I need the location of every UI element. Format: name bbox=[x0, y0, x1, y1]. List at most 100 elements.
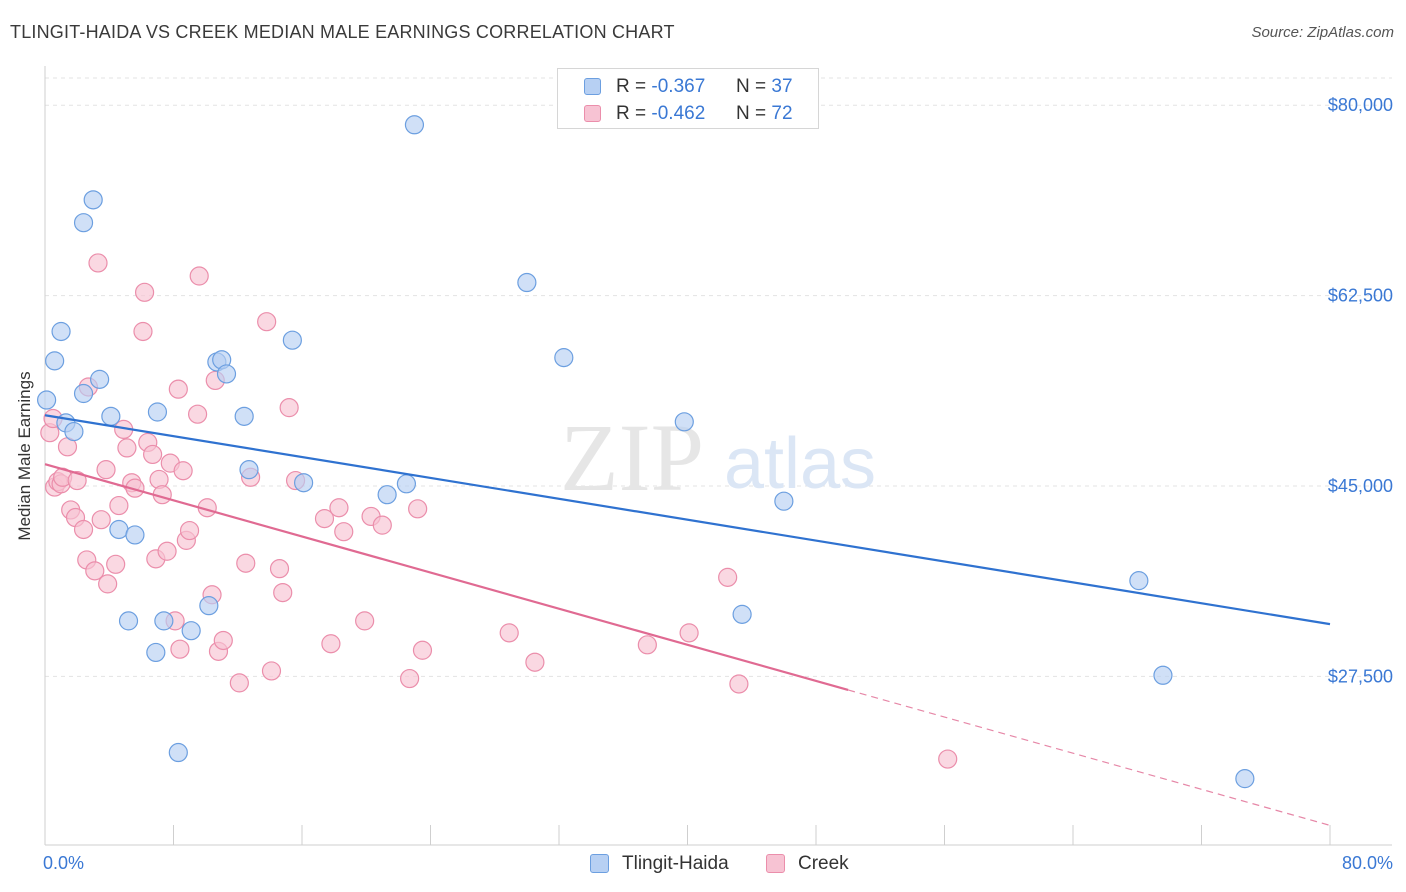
chart-title: TLINGIT-HAIDA VS CREEK MEDIAN MALE EARNI… bbox=[10, 22, 675, 42]
tlingit-haida-point bbox=[73, 383, 94, 404]
n-label: N = bbox=[736, 103, 767, 124]
creek-point bbox=[143, 444, 163, 465]
x-tick-labels: 0.0% 80.0% bbox=[43, 853, 1393, 873]
creek-point bbox=[133, 321, 153, 342]
tlingit-haida-point bbox=[216, 364, 237, 384]
y-tick-label: $45,000 bbox=[1328, 476, 1393, 496]
creek-point bbox=[729, 674, 749, 694]
legend-row-tlingit-haida: R = -0.367 N = 37 bbox=[558, 74, 818, 100]
creek-point bbox=[213, 630, 233, 651]
tlingit-haida-point bbox=[147, 402, 168, 422]
r-value: -0.462 bbox=[651, 103, 706, 124]
tlingit-haida-point bbox=[517, 272, 537, 293]
tlingit-haida-point bbox=[37, 390, 57, 410]
creek-point bbox=[170, 639, 190, 659]
axes bbox=[44, 66, 1392, 846]
legend-row-creek: R = -0.462 N = 72 bbox=[558, 101, 818, 127]
trend-line-solid bbox=[44, 463, 849, 692]
creek-point bbox=[718, 567, 738, 587]
tlingit-haida-point bbox=[51, 321, 71, 342]
creek-point bbox=[236, 553, 256, 573]
creek-point bbox=[91, 510, 111, 530]
r-label: R = bbox=[616, 76, 647, 97]
tlingit-haida-points bbox=[37, 115, 1255, 789]
legend-label: Tlingit-Haida bbox=[622, 853, 729, 874]
tlingit-haida-point bbox=[199, 596, 219, 616]
trend-lines bbox=[44, 414, 1331, 826]
creek-point bbox=[189, 266, 209, 286]
creek-point bbox=[125, 478, 145, 498]
r-label: R = bbox=[616, 103, 647, 124]
creek-point bbox=[372, 515, 392, 535]
creek-point bbox=[229, 673, 249, 693]
tlingit-haida-point bbox=[73, 213, 94, 233]
legend-label: Creek bbox=[798, 853, 849, 874]
tlingit-haida-point bbox=[90, 369, 110, 389]
trend-line-solid bbox=[44, 414, 1331, 626]
tlingit-haida-point bbox=[45, 351, 65, 371]
correlation-legend: R = -0.367 N = 37 R = -0.462 N = 72 bbox=[557, 68, 819, 129]
tlingit-haida-point bbox=[154, 611, 174, 631]
creek-point bbox=[314, 509, 335, 529]
y-tick-label: $80,000 bbox=[1328, 95, 1393, 115]
tlingit-haida-point bbox=[168, 742, 188, 763]
tlingit-haida-point bbox=[64, 421, 84, 442]
tlingit-haida-point bbox=[674, 412, 694, 432]
creek-point bbox=[412, 640, 433, 660]
y-axis-label: Median Male Earnings bbox=[15, 371, 34, 540]
legend-swatch-blue bbox=[584, 78, 601, 95]
creek-point bbox=[355, 611, 375, 631]
tlingit-haida-point bbox=[234, 406, 254, 426]
creek-point bbox=[168, 379, 188, 399]
trend-line-dashed bbox=[847, 689, 1331, 826]
n-value: 72 bbox=[771, 103, 793, 124]
creek-point bbox=[321, 634, 341, 654]
creek-point bbox=[499, 623, 519, 643]
creek-point bbox=[400, 668, 420, 689]
tlingit-haida-point bbox=[294, 473, 314, 493]
tlingit-haida-point bbox=[1153, 665, 1173, 685]
creek-point bbox=[117, 438, 137, 458]
tlingit-haida-point bbox=[1129, 571, 1149, 591]
creek-point bbox=[329, 498, 349, 518]
y-tick-label: $62,500 bbox=[1328, 286, 1393, 306]
tlingit-haida-point bbox=[125, 525, 145, 545]
tlingit-haida-point bbox=[554, 348, 574, 368]
tlingit-haida-point bbox=[109, 519, 129, 540]
creek-point bbox=[187, 404, 208, 424]
gridlines bbox=[45, 77, 1392, 677]
legend-swatch-pink bbox=[584, 105, 601, 122]
creek-point bbox=[173, 461, 193, 481]
tlingit-haida-point bbox=[732, 604, 752, 624]
tlingit-haida-point bbox=[83, 190, 103, 210]
tlingit-haida-point bbox=[377, 485, 397, 505]
creek-point bbox=[98, 574, 118, 594]
creek-point bbox=[67, 470, 87, 491]
r-value: -0.367 bbox=[651, 76, 706, 97]
tlingit-haida-point bbox=[774, 491, 794, 511]
tlingit-haida-point bbox=[282, 330, 302, 350]
creek-point bbox=[96, 460, 116, 480]
creek-point bbox=[269, 559, 290, 579]
creek-points bbox=[40, 253, 958, 769]
tlingit-haida-point bbox=[396, 474, 417, 494]
source-label: Source: ZipAtlas.com bbox=[1251, 24, 1394, 41]
legend-swatch-pink bbox=[766, 854, 785, 873]
tlingit-haida-point bbox=[101, 406, 121, 426]
creek-point bbox=[279, 398, 299, 418]
tlingit-haida-point bbox=[118, 611, 139, 631]
creek-point bbox=[106, 554, 126, 574]
creek-point bbox=[637, 635, 657, 655]
creek-point bbox=[85, 561, 105, 581]
watermark: ZIP atlas bbox=[560, 404, 876, 511]
creek-point bbox=[257, 312, 277, 332]
creek-point bbox=[157, 541, 177, 561]
creek-point bbox=[679, 623, 699, 643]
y-tick-labels: $27,500 $45,000 $62,500 $80,000 bbox=[1328, 95, 1393, 686]
tlingit-haida-point bbox=[146, 642, 166, 663]
n-label: N = bbox=[736, 76, 767, 97]
creek-point bbox=[73, 519, 94, 540]
tlingit-haida-point bbox=[181, 621, 201, 641]
creek-point bbox=[938, 749, 958, 769]
